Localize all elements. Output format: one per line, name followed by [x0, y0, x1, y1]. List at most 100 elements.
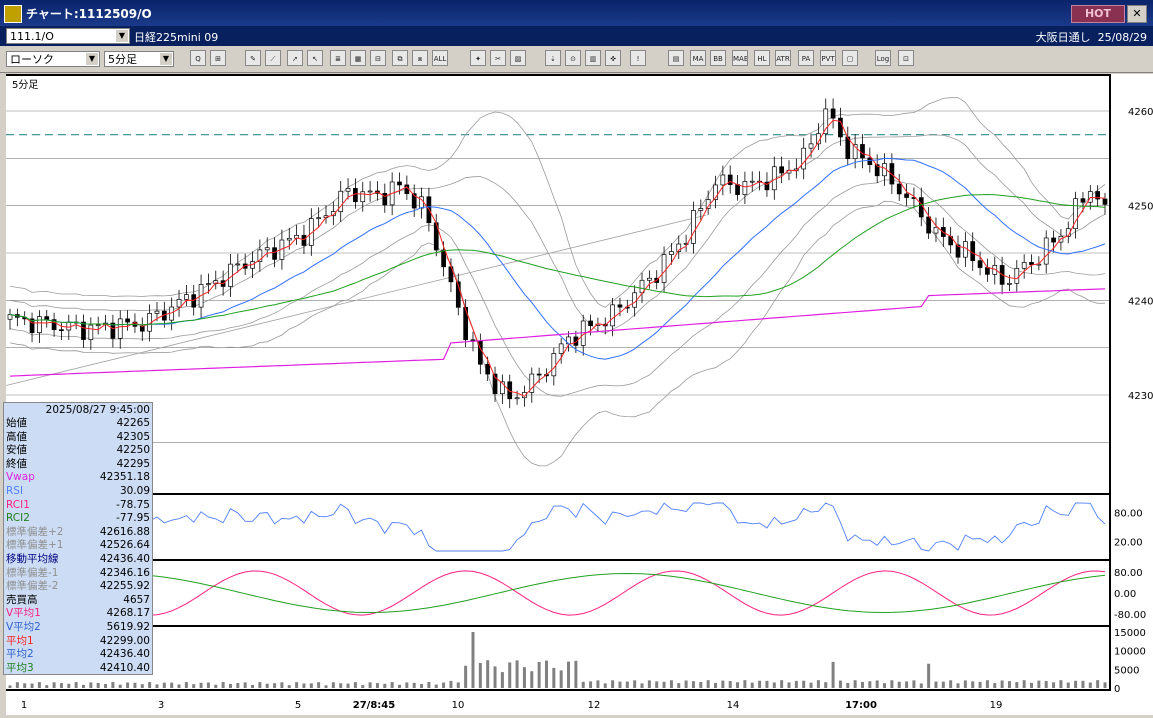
chart-type-value: ローソク [10, 53, 54, 66]
volume-bar [412, 682, 416, 688]
volume-bar [361, 685, 365, 688]
toolbar-button-8[interactable]: ⊟ [370, 50, 386, 66]
rci-axis-label: 0.00 [1114, 589, 1136, 600]
candle-body [918, 197, 924, 218]
volume-bar [390, 682, 394, 688]
candle-body [713, 184, 718, 200]
toolbar-button-18[interactable]: ✜ [605, 50, 621, 66]
candle-body [676, 243, 682, 252]
toolbar-button-6[interactable]: ≣ [330, 50, 346, 66]
toolbar-button-5[interactable]: ↖ [307, 50, 323, 66]
chart-type-select[interactable]: ローソク ▼ [6, 51, 100, 67]
volume-bar [331, 682, 335, 688]
info-datetime: 2025/08/27 9:45:00 [45, 404, 150, 416]
volume-bar [978, 681, 982, 688]
candle-body [485, 363, 491, 375]
toolbar-button-21[interactable]: MA [690, 50, 706, 66]
candle-body [59, 329, 64, 332]
info-row: 高値 42305 [6, 431, 150, 444]
info-label: 売買高 [6, 593, 38, 606]
candle-body [139, 325, 145, 332]
volume-axis-label: 0 [1114, 684, 1120, 695]
toolbar-button-19[interactable]: ! [630, 50, 646, 66]
candle-body [441, 249, 446, 268]
info-label: V平均1 [6, 607, 41, 620]
candle-body [95, 324, 101, 326]
candle-body [955, 244, 961, 258]
toolbar-button-14[interactable]: ▨ [510, 50, 526, 66]
volume-bar [669, 680, 673, 688]
volume-bar [302, 683, 306, 688]
volume-bar [949, 680, 953, 688]
toolbar-button-4[interactable]: ➚ [287, 50, 303, 66]
volume-bar [831, 661, 835, 688]
volume-bar [846, 682, 850, 688]
candle-body [764, 181, 770, 191]
volume-bar [963, 680, 967, 688]
rsi-axis-label: 80.00 [1114, 509, 1143, 520]
interval-select[interactable]: 5分足 ▼ [104, 51, 174, 67]
candle-body [977, 260, 983, 268]
toolbar-button-2[interactable]: ✎ [245, 50, 261, 66]
candle-body [1029, 262, 1034, 265]
rsi-line [9, 502, 1106, 552]
volume-bar [860, 681, 864, 688]
rci-panel [6, 561, 1109, 625]
info-label: RCI1 [6, 498, 30, 511]
toolbar-button-11[interactable]: ALL [432, 50, 448, 66]
volume-bar [971, 681, 975, 688]
volume-bar [633, 680, 637, 688]
volume-bar [522, 667, 526, 688]
volume-bar [1044, 680, 1048, 688]
interval-label: 5分足 [12, 79, 38, 91]
toolbar-button-12[interactable]: ✦ [470, 50, 486, 66]
hot-button[interactable]: HOT [1071, 5, 1125, 23]
toolbar-button-22[interactable]: BB [710, 50, 726, 66]
candle-body [661, 254, 667, 283]
toolbar-button-17[interactable]: ▥ [585, 50, 601, 66]
volume-bar [155, 684, 159, 688]
toolbar-button-15[interactable]: ⇣ [545, 50, 561, 66]
toolbar-button-29[interactable]: Log [875, 50, 891, 66]
volume-bar [956, 683, 960, 688]
chevron-down-icon[interactable]: ▼ [160, 53, 172, 65]
chevron-down-icon[interactable]: ▼ [116, 30, 128, 42]
toolbar-button-24[interactable]: HL [754, 50, 770, 66]
toolbar-button-0[interactable]: Q [190, 50, 206, 66]
candle-body [455, 281, 461, 308]
volume-bar [596, 680, 600, 688]
info-value: 42436.40 [99, 553, 150, 565]
info-value: 42616.88 [99, 525, 150, 538]
toolbar-button-7[interactable]: ▦ [350, 50, 366, 66]
toolbar-button-30[interactable]: ⊡ [898, 50, 914, 66]
toolbar-button-20[interactable]: ▤ [668, 50, 684, 66]
chart-svg[interactable]: 5分足 42600 42500 42400 42300 80.00 20.00 80.00 0.… [5, 74, 1153, 715]
toolbar-button-13[interactable]: ✂ [490, 50, 506, 66]
candle-body [301, 234, 307, 246]
volume-bar [824, 682, 828, 688]
symbol-select[interactable]: 111.1/O ▼ [6, 28, 130, 44]
toolbar-button-16[interactable]: ⊙ [565, 50, 581, 66]
toolbar-button-28[interactable]: ▢ [842, 50, 858, 66]
volume-bar [816, 680, 820, 688]
volume-bar [589, 681, 593, 688]
volume-bar [170, 682, 174, 688]
candle-body [808, 143, 814, 149]
chevron-down-icon[interactable]: ▼ [86, 53, 98, 65]
toolbar-button-3[interactable]: ⟋ [265, 50, 281, 66]
info-row: RCI1 -78.75 [6, 499, 150, 512]
volume-bar [1066, 682, 1070, 688]
toolbar-button-9[interactable]: ⧉ [392, 50, 408, 66]
toolbar-button-26[interactable]: PA [798, 50, 814, 66]
volume-bar [464, 665, 468, 688]
toolbar-button-25[interactable]: ATR [775, 50, 791, 66]
close-button[interactable]: ✕ [1127, 5, 1147, 23]
candle-body [683, 243, 689, 245]
toolbar-button-1[interactable]: ⊞ [210, 50, 226, 66]
toolbar-button-10[interactable]: ⧈ [412, 50, 428, 66]
volume-bar [8, 685, 12, 688]
toolbar-button-27[interactable]: PVT [820, 50, 836, 66]
toolbar-button-23[interactable]: MAE [732, 50, 748, 66]
volume-bar [221, 682, 225, 688]
chart-area[interactable]: 5分足 42600 42500 42400 42300 80.00 20.00 80.00 0.… [5, 74, 1153, 715]
